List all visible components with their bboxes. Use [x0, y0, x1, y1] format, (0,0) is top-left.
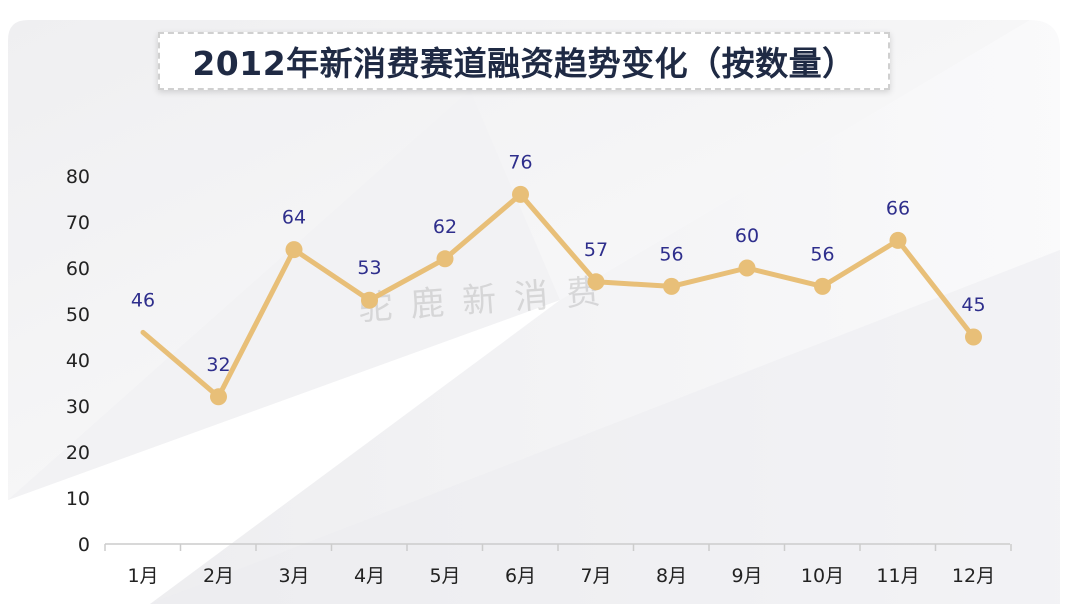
y-tick-label: 40 [66, 350, 90, 372]
y-tick-label: 20 [66, 442, 90, 464]
data-point [285, 241, 303, 259]
data-label: 64 [282, 207, 306, 229]
series-line-group [140, 191, 976, 400]
y-tick-label: 60 [66, 258, 90, 280]
data-label: 66 [886, 197, 910, 219]
markers-group [210, 185, 982, 406]
data-point [663, 277, 680, 295]
data-point [436, 250, 454, 268]
x-tick-label: 6月 [505, 565, 536, 587]
x-tick-label: 12月 [952, 565, 995, 587]
data-point [814, 277, 831, 295]
y-tick-label: 10 [66, 488, 90, 510]
data-label: 56 [659, 243, 683, 265]
data-label: 57 [584, 239, 608, 261]
data-labels-group: 46 32 64 53 62 76 57 56 60 56 66 45 [131, 151, 986, 375]
data-label: 60 [735, 225, 759, 247]
title-box: 2012年新消费赛道融资趋势变化（按数量） [158, 32, 890, 90]
series-line [140, 191, 976, 400]
data-point [965, 328, 982, 346]
x-tick-label: 9月 [731, 565, 762, 587]
data-point [361, 291, 378, 309]
x-axis: 1月 2月 3月 4月 5月 6月 7月 8月 9月 10月 11月 12月 [104, 543, 1012, 587]
x-tick-label: 10月 [801, 565, 844, 587]
x-tick-label: 5月 [429, 565, 460, 587]
x-tick-label: 1月 [127, 565, 158, 587]
data-label: 46 [131, 289, 155, 311]
data-label: 56 [810, 243, 834, 265]
x-tick-label: 7月 [580, 565, 611, 587]
x-tick-label: 2月 [203, 565, 234, 587]
data-point [889, 231, 907, 249]
data-point [738, 259, 756, 277]
y-tick-label: 50 [66, 304, 90, 326]
y-tick-label: 0 [78, 534, 90, 556]
chart-title: 2012年新消费赛道融资趋势变化（按数量） [192, 44, 856, 83]
y-tick-label: 80 [66, 166, 90, 188]
data-label: 53 [357, 257, 381, 279]
x-tick-label: 3月 [278, 565, 309, 587]
data-label: 76 [508, 151, 532, 173]
y-tick-label: 30 [66, 396, 90, 418]
y-tick-label: 70 [66, 212, 90, 234]
data-label: 32 [206, 354, 230, 376]
x-tick-label: 11月 [876, 565, 919, 587]
x-tick-label: 4月 [354, 565, 385, 587]
x-tick-label: 8月 [656, 565, 687, 587]
data-point [210, 388, 227, 406]
data-point [587, 273, 605, 291]
y-axis: 0 10 20 30 40 50 60 70 80 [66, 166, 90, 556]
data-point [512, 185, 529, 203]
data-label: 45 [961, 294, 985, 316]
data-label: 62 [433, 216, 457, 238]
